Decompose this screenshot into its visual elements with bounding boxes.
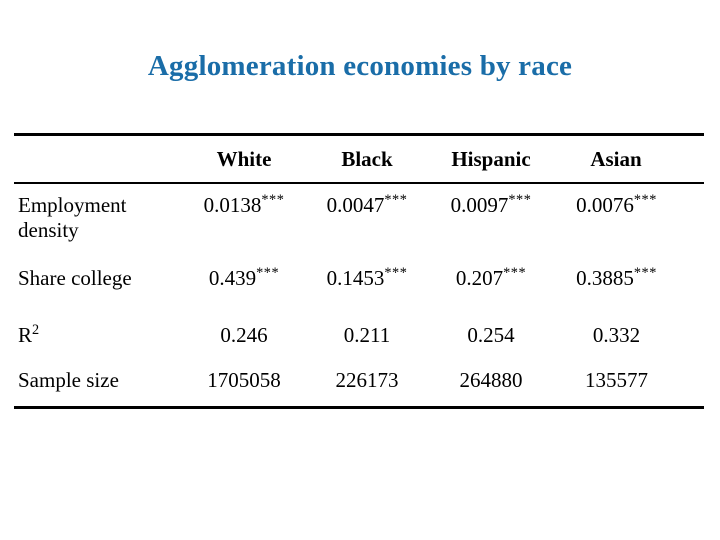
row-label-superscript: 2 [32, 322, 40, 338]
significance-stars: *** [633, 192, 657, 208]
significance-stars: *** [384, 192, 408, 208]
row-label-employment-density: Employment density [14, 183, 182, 257]
cell-r-squared-black: 0.211 [306, 314, 428, 359]
cell-value: 0.0138 [203, 193, 262, 217]
cell-value: 0.0047 [326, 193, 385, 217]
significance-stars: *** [503, 265, 527, 281]
column-header-white: White [182, 134, 306, 184]
table-row-r-squared: R2 0.246 0.211 0.254 0.332 [14, 314, 704, 359]
row-label-sample-size: Sample size [14, 359, 182, 408]
cell-value: 0.3885 [576, 266, 634, 290]
page-title: Agglomeration economies by race [147, 50, 573, 82]
cell-value: 0.254 [467, 323, 515, 347]
column-header-asian: Asian [554, 134, 704, 184]
cell-employment-density-black: 0.0047*** [306, 183, 428, 257]
cell-employment-density-hispanic: 0.0097*** [428, 183, 554, 257]
cell-value: 0.1453 [326, 266, 385, 290]
significance-stars: *** [261, 192, 285, 208]
table-row-sample-size: Sample size 1705058 226173 264880 135577 [14, 359, 704, 408]
cell-r-squared-hispanic: 0.254 [428, 314, 554, 359]
column-header-black: Black [306, 134, 428, 184]
table-row-employment-density: Employment density 0.0138*** 0.0047*** 0… [14, 183, 704, 257]
cell-value: 0.0097 [450, 193, 509, 217]
cell-r-squared-white: 0.246 [182, 314, 306, 359]
row-label-text: Share college [18, 266, 132, 290]
cell-sample-size-hispanic: 264880 [428, 359, 554, 408]
cell-value: 1705058 [207, 368, 281, 392]
cell-sample-size-asian: 135577 [554, 359, 704, 408]
cell-value: 0.332 [592, 323, 641, 347]
row-label-share-college: Share college [14, 257, 182, 314]
corner-header-cell [14, 134, 182, 184]
row-label-text: R [18, 323, 33, 347]
cell-share-college-white: 0.439*** [182, 257, 306, 314]
cell-share-college-asian: 0.3885*** [554, 257, 704, 314]
significance-stars: *** [508, 192, 532, 208]
cell-sample-size-white: 1705058 [182, 359, 306, 408]
cell-employment-density-asian: 0.0076*** [554, 183, 704, 257]
cell-value: 0.0076 [576, 193, 634, 217]
cell-value: 135577 [585, 368, 648, 392]
table-row-share-college: Share college 0.439*** 0.1453*** 0.207**… [14, 257, 704, 314]
row-label-text: Employment density [18, 193, 127, 242]
cell-value: 0.246 [220, 323, 268, 347]
cell-value: 0.207 [455, 266, 504, 290]
cell-share-college-hispanic: 0.207*** [428, 257, 554, 314]
significance-stars: *** [384, 265, 408, 281]
significance-stars: *** [256, 265, 280, 281]
cell-value: 0.211 [343, 323, 391, 347]
significance-stars: *** [633, 265, 657, 281]
cell-share-college-black: 0.1453*** [306, 257, 428, 314]
row-label-text: Sample size [18, 368, 119, 392]
cell-value: 0.439 [208, 266, 257, 290]
cell-value: 264880 [459, 368, 523, 392]
results-table-container: White Black Hispanic Asian Employment de… [14, 133, 704, 409]
column-header-hispanic: Hispanic [428, 134, 554, 184]
header-row: White Black Hispanic Asian [14, 134, 704, 184]
cell-r-squared-asian: 0.332 [554, 314, 704, 359]
cell-employment-density-white: 0.0138*** [182, 183, 306, 257]
cell-sample-size-black: 226173 [306, 359, 428, 408]
results-table: White Black Hispanic Asian Employment de… [14, 133, 704, 409]
cell-value: 226173 [335, 368, 399, 392]
row-label-r-squared: R2 [14, 314, 182, 359]
